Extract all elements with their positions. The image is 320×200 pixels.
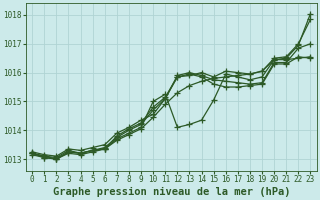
X-axis label: Graphe pression niveau de la mer (hPa): Graphe pression niveau de la mer (hPa)	[52, 186, 290, 197]
